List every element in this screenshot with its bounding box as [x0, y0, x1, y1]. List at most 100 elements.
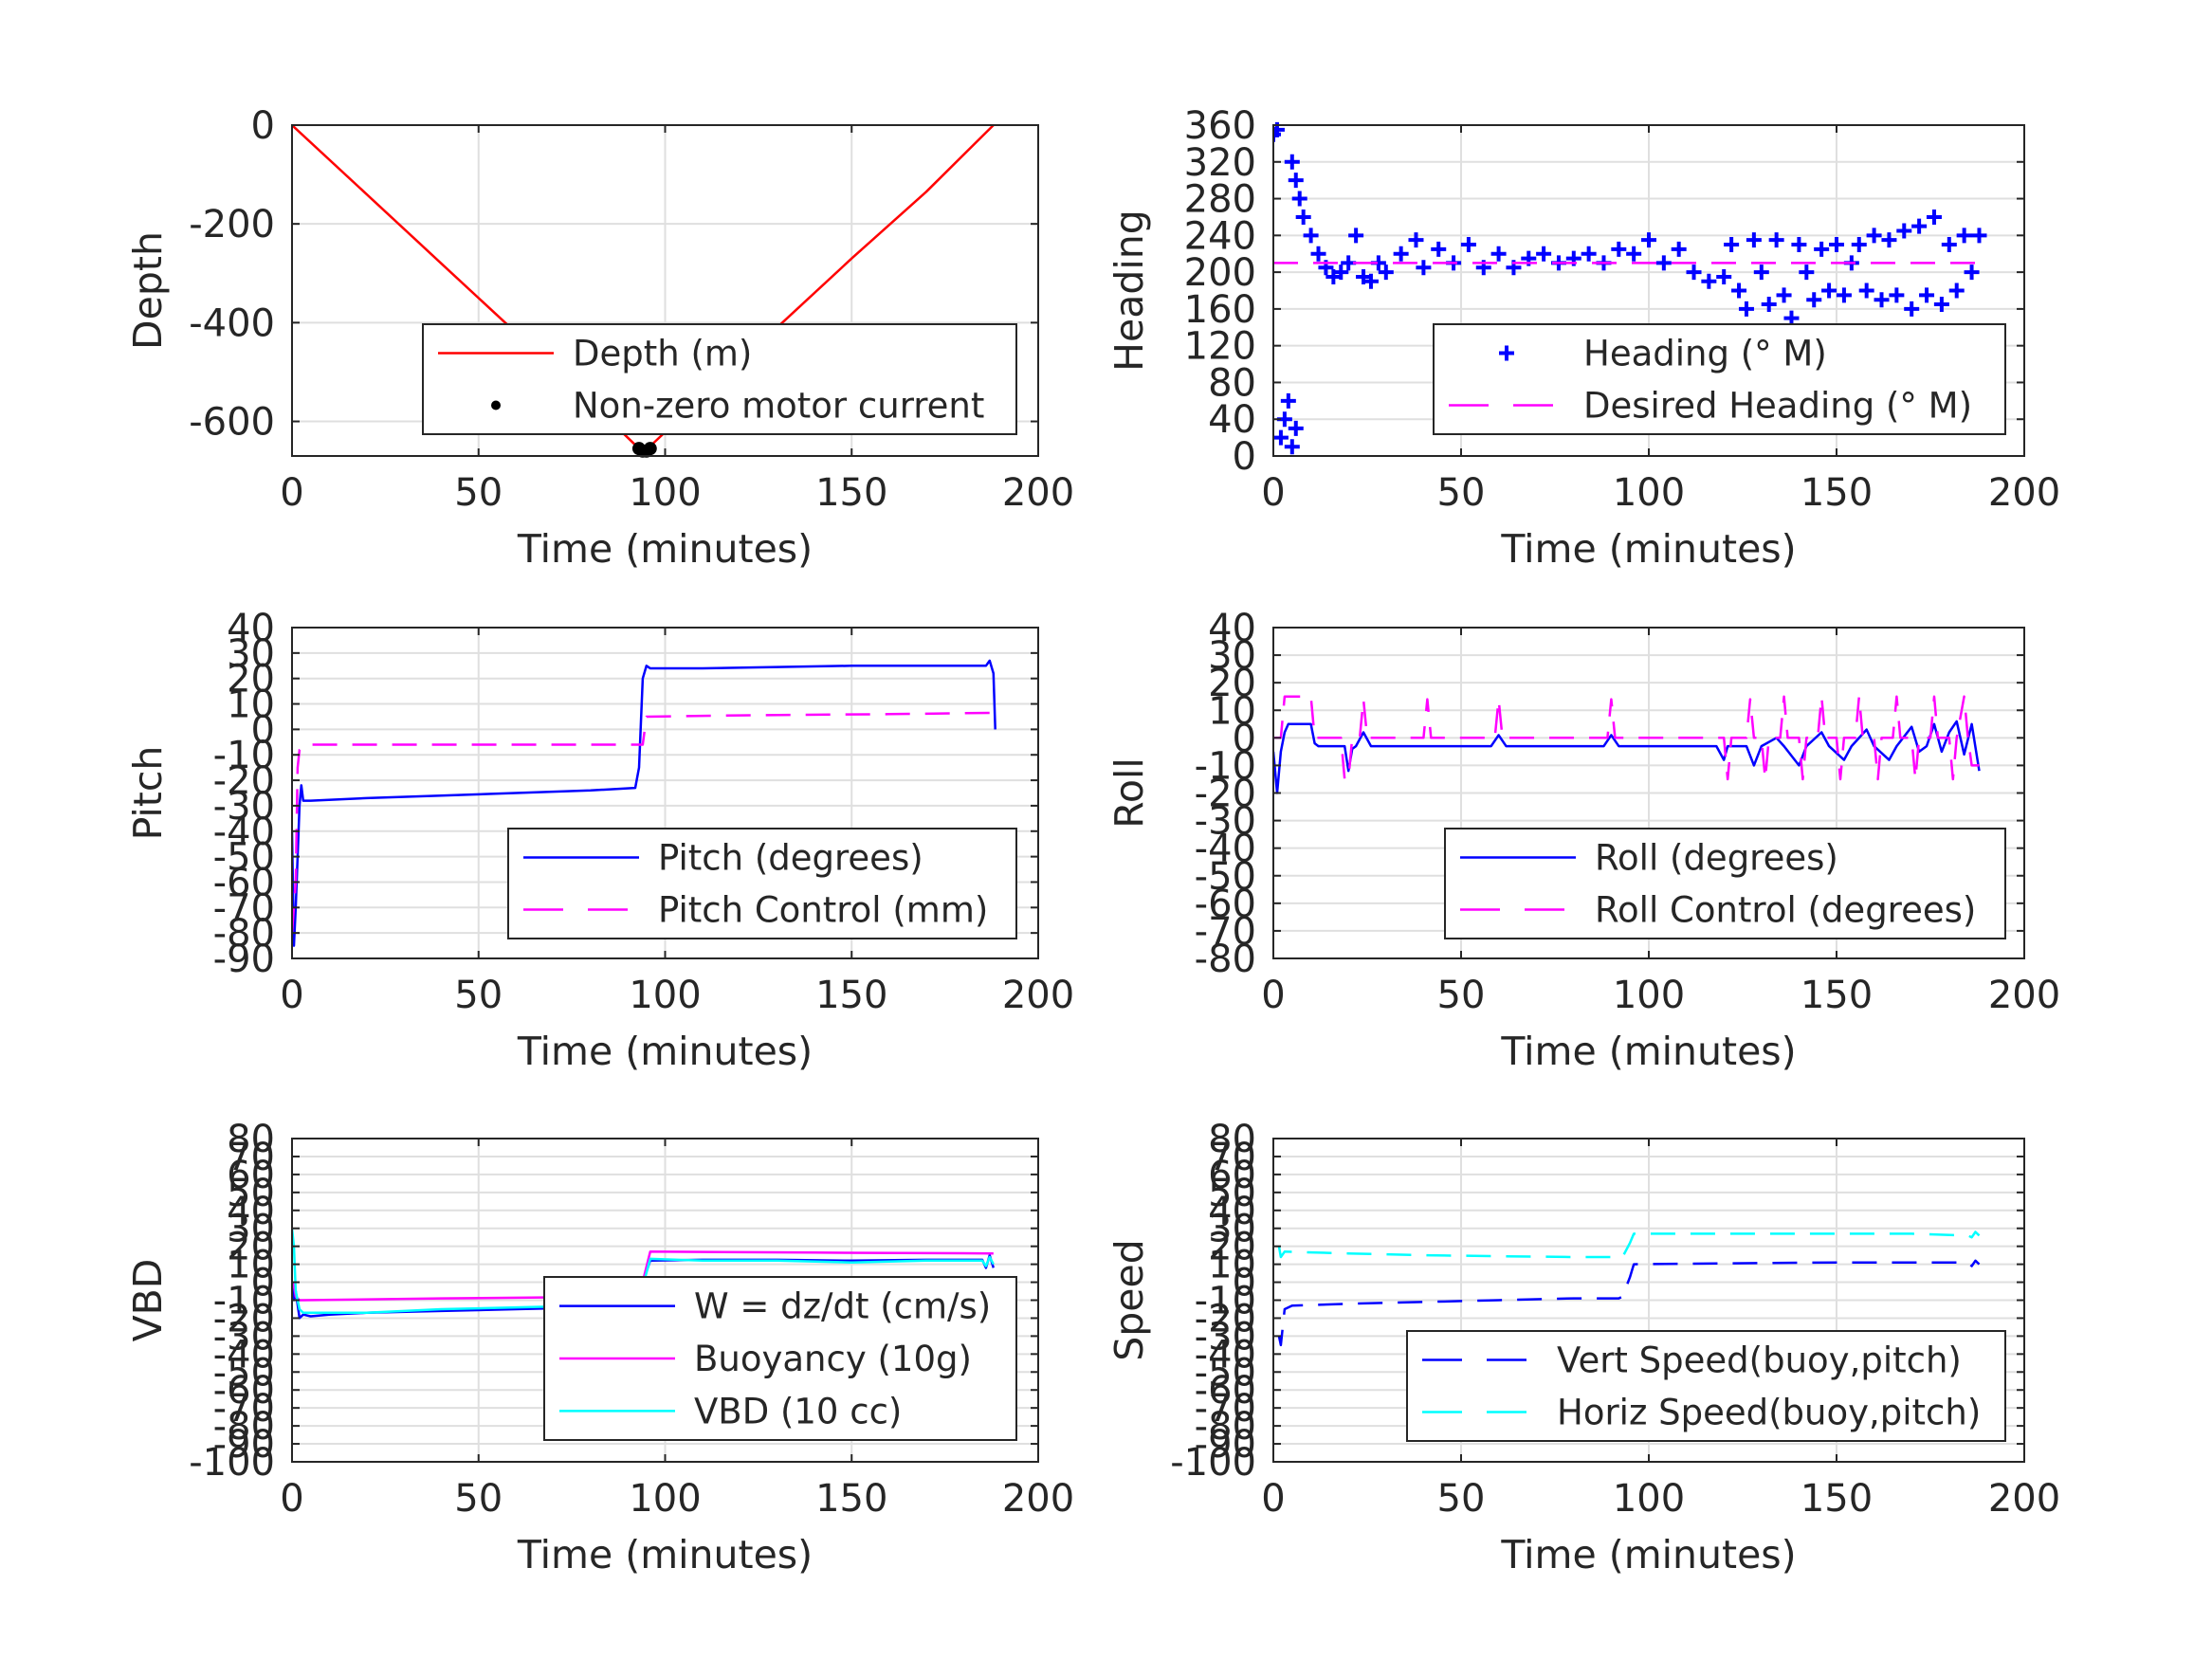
- x-tick-label: 100: [629, 1477, 701, 1521]
- heading-point: [1746, 232, 1762, 248]
- y-tick-label: -30: [1195, 1315, 1256, 1358]
- x-tick-label: 0: [1261, 1477, 1285, 1521]
- legend: Roll (degrees) Roll Control (degrees): [1444, 828, 2006, 939]
- series-roll-1: [1273, 695, 1980, 781]
- x-tick-label: 100: [629, 974, 701, 1017]
- heading-point: [1858, 283, 1874, 299]
- legend-label: Depth (m): [573, 334, 752, 374]
- series-speed-0: [1277, 1259, 1981, 1347]
- y-tick-label: 60: [1208, 1154, 1256, 1197]
- y-tick-label: -90: [213, 938, 275, 981]
- heading-point: [1896, 223, 1912, 239]
- y-tick-label: -80: [213, 912, 275, 956]
- heading-point: [1284, 154, 1300, 170]
- heading-point: [1291, 191, 1307, 207]
- y-tick-label: -50: [213, 1351, 275, 1395]
- y-tick-label: 20: [1208, 662, 1256, 705]
- y-tick-label: 10: [1208, 1244, 1256, 1287]
- y-axis-label: Heading: [1106, 210, 1152, 372]
- heading-point: [1724, 237, 1740, 253]
- x-axis-label: Time (minutes): [517, 526, 813, 572]
- heading-point: [1284, 439, 1300, 455]
- legend-marker: [1499, 345, 1514, 361]
- heading-point: [1874, 292, 1890, 308]
- y-axis-label: Pitch: [125, 746, 171, 841]
- y-tick-label: 30: [227, 632, 275, 676]
- legend-label: Roll Control (degrees): [1595, 890, 1976, 931]
- heading-point: [1753, 264, 1769, 281]
- y-tick-label: -100: [189, 1441, 275, 1485]
- x-tick-label: 150: [815, 974, 887, 1017]
- y-tick-label: 20: [227, 658, 275, 702]
- y-tick-label: 80: [1208, 361, 1256, 405]
- legend-marker: [491, 400, 501, 410]
- legend-label: Vert Speed(buoy,pitch): [1557, 1340, 1962, 1381]
- legend: Heading (° M) Desired Heading (° M): [1433, 323, 2006, 435]
- heading-point: [1333, 264, 1349, 281]
- heading-point: [1655, 255, 1672, 271]
- x-tick-label: 50: [454, 974, 503, 1017]
- y-tick-label: -30: [1195, 800, 1256, 844]
- y-tick-label: -60: [1195, 883, 1256, 926]
- y-tick-label: -50: [1195, 855, 1256, 899]
- legend-label: Buoyancy (10g): [694, 1339, 972, 1379]
- x-tick-label: 100: [1613, 1477, 1685, 1521]
- series-group: [1273, 695, 1981, 794]
- heading-point: [1948, 283, 1965, 299]
- heading-point: [1536, 246, 1552, 262]
- heading-point: [1836, 287, 1852, 303]
- y-tick-label: -20: [213, 759, 275, 803]
- x-tick-label: 200: [1002, 471, 1074, 515]
- y-tick-label: -50: [213, 836, 275, 880]
- y-tick-label: 200: [1184, 251, 1256, 295]
- x-axis-label: Time (minutes): [517, 1029, 813, 1074]
- chart-vbd: 0 50 100 150 200-100-90-80-70-60-50-40-30-20…: [125, 1118, 1074, 1577]
- heading-point: [1490, 246, 1507, 262]
- y-tick-label: -200: [189, 203, 275, 246]
- legend-box: [422, 323, 1017, 435]
- y-tick-label: 20: [227, 1226, 275, 1269]
- heading-point: [1686, 264, 1702, 281]
- series-roll-0: [1273, 720, 1981, 794]
- y-tick-label: 320: [1184, 141, 1256, 185]
- y-tick-label: 40: [1208, 607, 1256, 650]
- y-tick-label: -10: [213, 1280, 275, 1323]
- y-tick-label: -70: [1195, 1387, 1256, 1431]
- y-tick-label: 70: [1208, 1136, 1256, 1179]
- y-tick-label: 30: [1208, 1208, 1256, 1251]
- legend-label: VBD (10 cc): [694, 1391, 902, 1431]
- heading-point: [1581, 246, 1597, 262]
- y-tick-label: 80: [1208, 1118, 1256, 1161]
- legend-label: Desired Heading (° M): [1583, 386, 1972, 427]
- heading-point: [1971, 228, 1987, 244]
- heading-point: [1926, 209, 1942, 225]
- heading-point: [1310, 246, 1326, 262]
- x-tick-label: 50: [454, 471, 503, 515]
- y-tick-label: -600: [189, 401, 275, 445]
- heading-point: [1829, 237, 1844, 253]
- y-tick-label: -80: [213, 1405, 275, 1449]
- y-tick-label: 10: [1208, 689, 1256, 733]
- x-axis-label: Time (minutes): [517, 1532, 813, 1577]
- y-tick-label: -90: [213, 1423, 275, 1467]
- y-tick-label: 160: [1184, 288, 1256, 332]
- heading-point: [1416, 260, 1432, 276]
- y-tick-label: 240: [1184, 214, 1256, 258]
- y-tick-label: -40: [1195, 828, 1256, 871]
- heading-point: [1362, 273, 1379, 289]
- x-tick-label: 0: [280, 471, 303, 515]
- heading-point: [1776, 287, 1792, 303]
- heading-point: [1768, 232, 1784, 248]
- y-tick-label: 40: [1208, 1190, 1256, 1233]
- y-tick-label: -100: [1170, 1441, 1256, 1485]
- heading-point: [1716, 268, 1732, 284]
- series-group: [1277, 1231, 1981, 1347]
- x-tick-label: 200: [1988, 974, 2060, 1017]
- y-tick-label: -40: [213, 1333, 275, 1376]
- y-tick-label: 60: [227, 1154, 275, 1197]
- legend: Pitch (degrees) Pitch Control (mm): [507, 828, 1017, 939]
- heading-point: [1431, 241, 1447, 257]
- y-tick-label: 120: [1184, 325, 1256, 369]
- y-tick-label: -60: [213, 861, 275, 904]
- y-tick-label: 40: [1208, 398, 1256, 442]
